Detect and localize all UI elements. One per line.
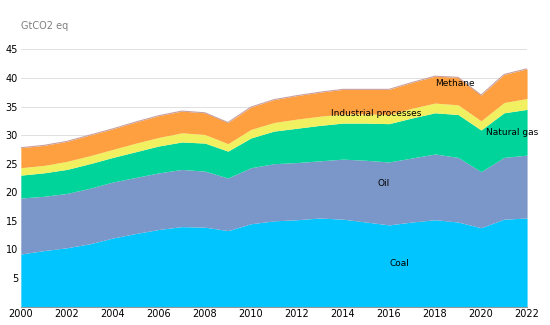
Text: Oil: Oil	[377, 179, 390, 188]
Text: GtCO2 eq: GtCO2 eq	[21, 21, 68, 31]
Text: Coal: Coal	[389, 259, 409, 268]
Text: Industrial processes: Industrial processes	[332, 109, 422, 118]
Text: Natural gas: Natural gas	[486, 128, 538, 137]
Text: Methane: Methane	[435, 79, 475, 88]
